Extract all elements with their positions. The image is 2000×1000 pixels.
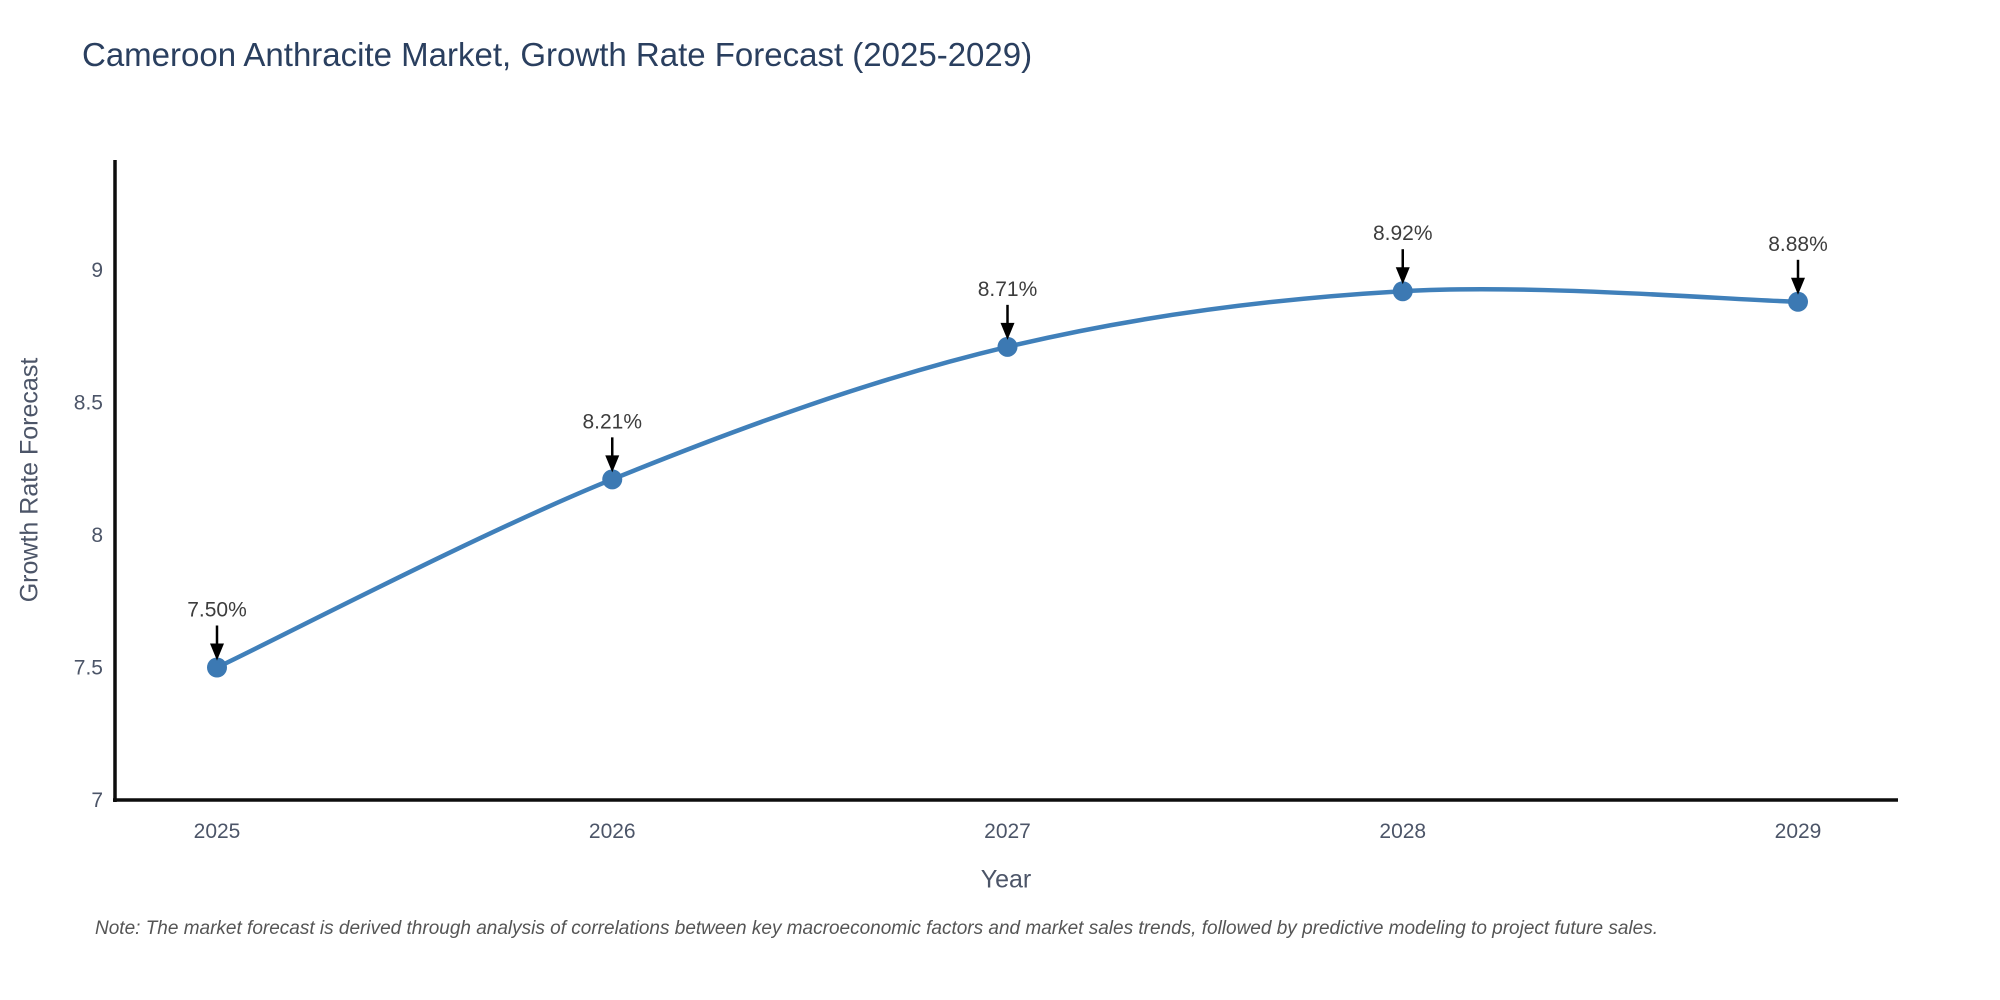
footnote: Note: The market forecast is derived thr… xyxy=(95,918,1658,939)
annotation-arrow-head xyxy=(1791,277,1805,295)
y-tick-label: 7.5 xyxy=(74,657,103,680)
x-tick-label: 2029 xyxy=(1775,820,1822,843)
y-tick-label: 8 xyxy=(91,524,103,547)
annotation-label: 8.88% xyxy=(1768,233,1828,256)
data-point-marker xyxy=(1788,291,1808,312)
chart-title: Cameroon Anthracite Market, Growth Rate … xyxy=(82,36,1033,73)
y-tick-label: 9 xyxy=(91,259,103,282)
annotation-label: 8.21% xyxy=(582,410,642,433)
x-tick-label: 2028 xyxy=(1379,820,1426,843)
x-tick-label: 2026 xyxy=(589,820,636,843)
data-point-marker xyxy=(602,469,623,490)
y-tick-label: 8.5 xyxy=(74,392,103,415)
x-tick-label: 2027 xyxy=(984,820,1031,843)
y-tick-label: 7 xyxy=(91,789,103,812)
annotation-arrow-head xyxy=(210,643,224,661)
annotation-label: 7.50% xyxy=(187,599,247,622)
annotation-label: 8.71% xyxy=(978,278,1038,301)
data-point-marker xyxy=(207,657,227,678)
data-point-marker xyxy=(997,336,1018,357)
x-axis-title: Year xyxy=(980,865,1032,894)
y-axis-title: Growth Rate Forecast xyxy=(15,357,44,603)
annotation-arrow-head xyxy=(605,455,620,473)
annotation-arrow-head xyxy=(1395,267,1410,285)
annotation-label: 8.92% xyxy=(1373,222,1433,245)
x-tick-label: 2025 xyxy=(194,820,241,843)
annotation-arrow-head xyxy=(1000,322,1015,340)
data-point-marker xyxy=(1392,281,1413,302)
